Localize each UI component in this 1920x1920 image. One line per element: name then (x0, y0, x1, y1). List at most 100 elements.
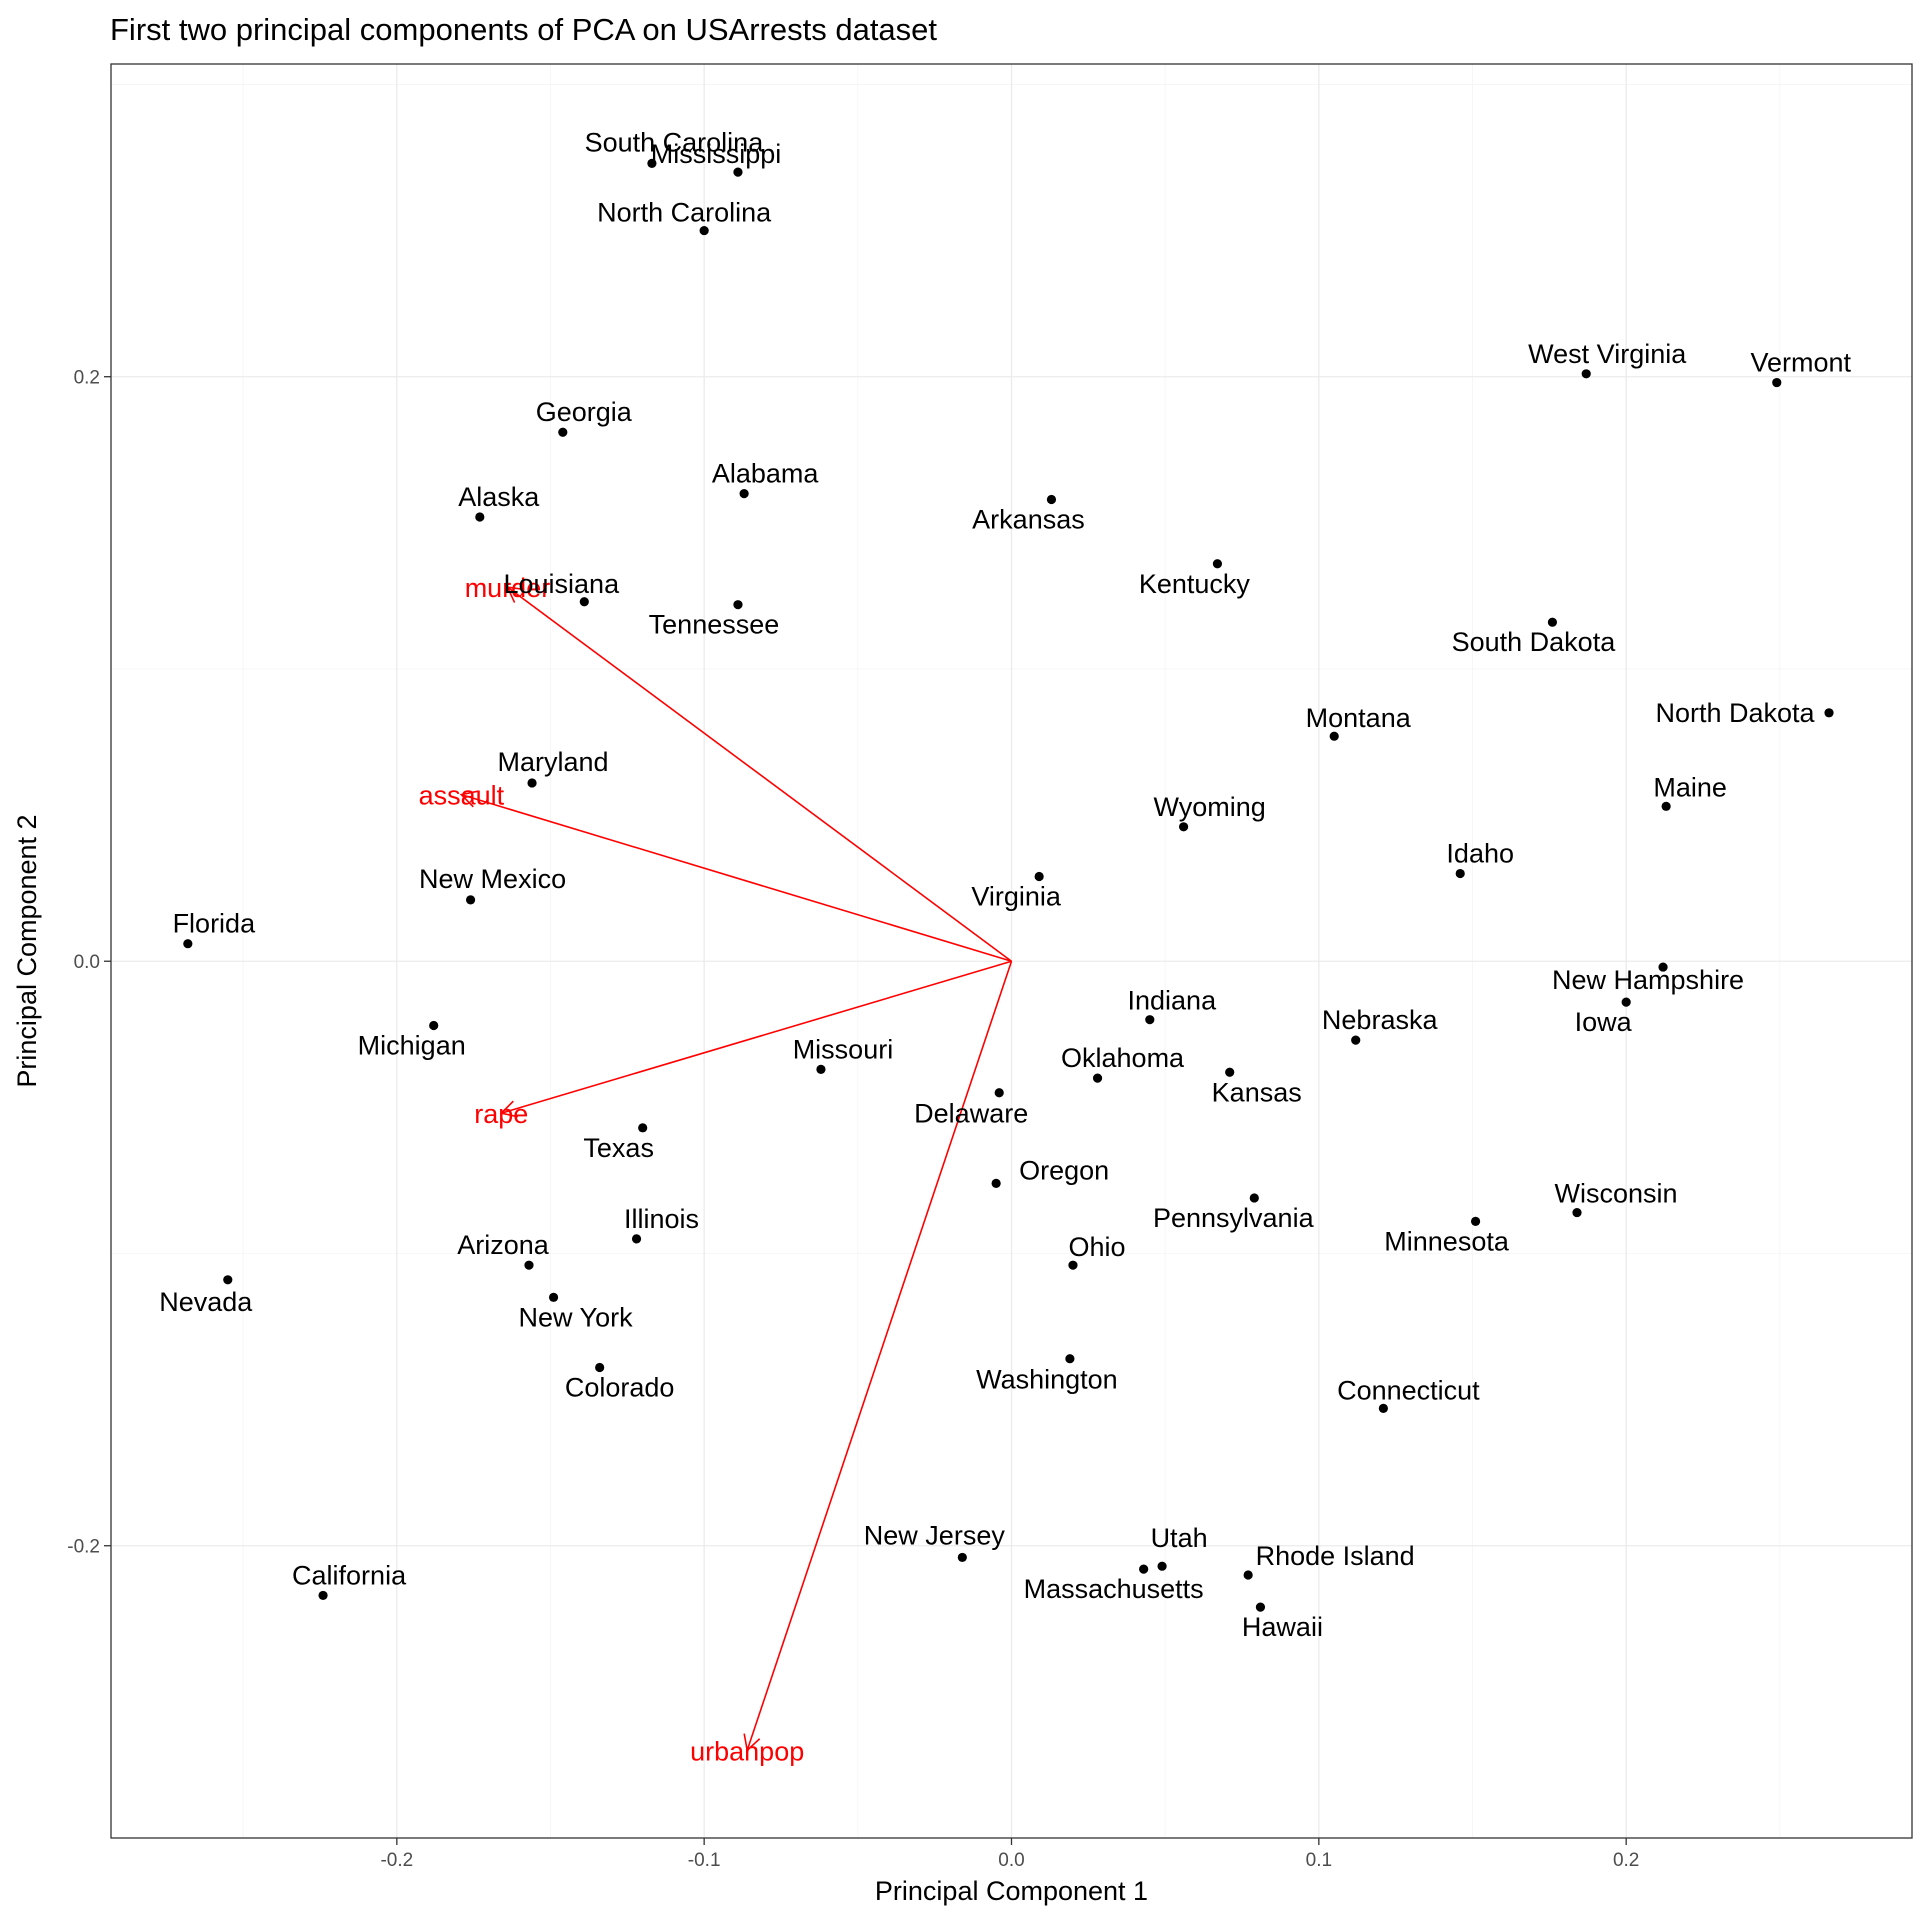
point-label: Kansas (1212, 1077, 1302, 1107)
loading-arrowhead-murder (506, 586, 525, 603)
point-virginia (1034, 871, 1044, 882)
point-label: Nebraska (1322, 1005, 1439, 1035)
point-colorado (595, 1362, 605, 1373)
y-tick-label: 0.0 (74, 952, 100, 973)
loading-arrow-assault (461, 793, 1012, 962)
point-oregon (991, 1178, 1001, 1188)
point-label: Indiana (1128, 986, 1218, 1016)
loading-label-rape: rape (474, 1099, 528, 1129)
point-label: California (292, 1560, 407, 1590)
x-tick-label: 0.0 (998, 1850, 1024, 1871)
point-michigan (429, 1020, 439, 1031)
point-georgia (558, 427, 568, 437)
point-rhode-island (1243, 1570, 1253, 1580)
loading-arrow-murder (506, 586, 1012, 962)
point-label: Delaware (914, 1099, 1028, 1129)
point-south-dakota (1547, 617, 1558, 627)
point-label: Illinois (624, 1204, 699, 1234)
point-label: Massachusetts (1024, 1574, 1204, 1604)
point-pennsylvania (1249, 1193, 1259, 1203)
point-kentucky (1212, 559, 1223, 569)
point-label: Louisiana (504, 569, 621, 599)
y-tick-label: 0.2 (74, 368, 100, 389)
point-nevada (223, 1275, 233, 1285)
loading-arrowhead-urbanpop (743, 1733, 761, 1752)
point-delaware (994, 1088, 1004, 1098)
point-california (318, 1590, 328, 1601)
point-west-virginia (1581, 369, 1591, 379)
point-label: West Virginia (1528, 339, 1687, 369)
loading-vectors: murder assault rape urbanpop (419, 573, 1013, 1766)
point-label: South Carolina (585, 127, 765, 157)
point-missouri (816, 1064, 826, 1074)
point-louisiana (579, 597, 589, 607)
gridlines (111, 64, 1912, 1838)
point-illinois (631, 1234, 642, 1244)
point-label: South Dakota (1452, 627, 1617, 657)
chart-title: First two principal components of PCA on… (110, 12, 937, 47)
point-label: Wisconsin (1554, 1179, 1677, 1209)
loading-arrowhead-assault (459, 790, 479, 808)
point-label: Hawaii (1242, 1612, 1323, 1642)
point-label: Idaho (1446, 839, 1514, 869)
point-wyoming (1179, 822, 1189, 832)
point-label: North Dakota (1655, 698, 1815, 728)
loading-arrow-urbanpop (746, 960, 1013, 1751)
point-label: Vermont (1750, 348, 1851, 378)
point-label: Mississippi (651, 139, 782, 169)
point-label: Connecticut (1337, 1375, 1480, 1405)
point-idaho (1455, 868, 1465, 879)
point-alabama (739, 489, 749, 499)
point-label: Texas (583, 1133, 654, 1163)
point-alaska (475, 512, 485, 522)
x-tick-label: -0.1 (688, 1850, 721, 1871)
point-label: Iowa (1575, 1007, 1633, 1037)
point-label: Washington (976, 1365, 1118, 1395)
point-new-hampshire (1658, 962, 1668, 972)
point-label: Michigan (358, 1031, 466, 1061)
point-label: New Jersey (864, 1520, 1006, 1550)
point-label: New York (519, 1302, 634, 1332)
point-connecticut (1378, 1403, 1388, 1413)
point-label: Arkansas (972, 504, 1085, 534)
point-new-york (548, 1292, 559, 1302)
point-new-mexico (465, 895, 476, 905)
point-label: Colorado (565, 1372, 675, 1402)
point-oklahoma (1092, 1073, 1103, 1083)
data-points (183, 158, 1834, 1612)
point-massachusetts (1139, 1564, 1149, 1574)
point-label: Florida (173, 909, 257, 939)
point-maryland (527, 778, 537, 788)
point-florida (183, 939, 193, 949)
point-label: Ohio (1068, 1232, 1125, 1262)
point-label: Missouri (793, 1034, 894, 1064)
point-minnesota (1470, 1216, 1481, 1226)
point-montana (1329, 731, 1339, 741)
point-label: Minnesota (1384, 1226, 1510, 1256)
point-north-carolina (699, 225, 709, 236)
point-maine (1661, 801, 1671, 811)
x-tick-label: -0.2 (380, 1850, 413, 1871)
point-label: Georgia (536, 397, 633, 427)
point-utah (1157, 1561, 1167, 1571)
y-axis-ticks: -0.2 0.0 0.2 (67, 368, 111, 1558)
point-label: Arizona (457, 1230, 550, 1260)
point-label: Nevada (159, 1287, 253, 1317)
loading-label-urbanpop: urbanpop (690, 1736, 804, 1766)
loading-label-assault: assault (419, 781, 505, 811)
x-axis-ticks: -0.2 -0.1 0.0 0.1 0.2 (380, 1838, 1639, 1871)
point-labels: Mississippi North Carolina South Carolina W… (159, 127, 1851, 1642)
point-label: New Mexico (419, 864, 566, 894)
point-iowa (1621, 997, 1631, 1007)
point-label: New Hampshire (1552, 965, 1744, 995)
point-label: Oklahoma (1061, 1043, 1185, 1073)
x-axis-title: Principal Component 1 (875, 1876, 1148, 1906)
point-tennessee (733, 600, 743, 610)
point-label: Utah (1151, 1523, 1208, 1553)
point-label: Kentucky (1139, 569, 1251, 599)
point-mississippi (733, 167, 743, 177)
point-label: North Carolina (597, 198, 772, 228)
point-north-dakota (1824, 708, 1834, 718)
point-nebraska (1351, 1035, 1361, 1045)
